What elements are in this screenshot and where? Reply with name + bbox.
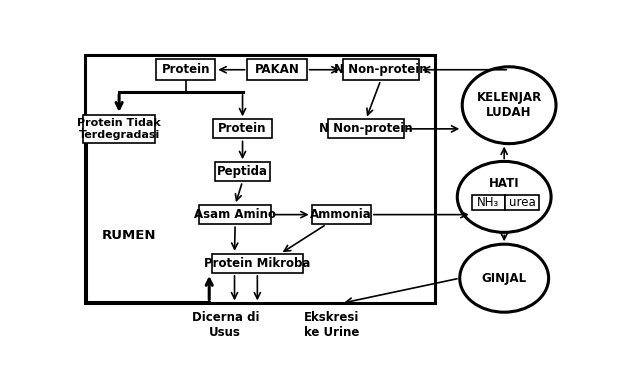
FancyBboxPatch shape xyxy=(471,195,505,210)
FancyBboxPatch shape xyxy=(83,115,155,143)
Text: Protein: Protein xyxy=(218,122,267,136)
Text: Ekskresi
ke Urine: Ekskresi ke Urine xyxy=(304,311,359,339)
Text: Ammonia: Ammonia xyxy=(310,208,372,221)
FancyBboxPatch shape xyxy=(343,60,419,80)
Text: NH₃: NH₃ xyxy=(477,196,499,209)
FancyBboxPatch shape xyxy=(248,60,307,80)
Text: Protein: Protein xyxy=(162,63,210,76)
FancyBboxPatch shape xyxy=(156,60,215,80)
Text: KELENJAR
LUDAH: KELENJAR LUDAH xyxy=(476,91,541,119)
Text: Asam Amino: Asam Amino xyxy=(194,208,276,221)
FancyBboxPatch shape xyxy=(505,195,539,210)
Text: N Non-protein: N Non-protein xyxy=(319,122,413,136)
Text: RUMEN: RUMEN xyxy=(102,229,156,242)
Ellipse shape xyxy=(457,161,551,232)
FancyBboxPatch shape xyxy=(211,254,303,273)
Text: GINJAL: GINJAL xyxy=(482,272,527,285)
Text: Protein Mikroba: Protein Mikroba xyxy=(204,257,310,270)
Text: Peptida: Peptida xyxy=(217,165,268,178)
Text: Dicerna di
Usus: Dicerna di Usus xyxy=(192,311,259,339)
FancyBboxPatch shape xyxy=(213,119,272,139)
FancyBboxPatch shape xyxy=(199,205,271,224)
FancyBboxPatch shape xyxy=(215,162,269,181)
Text: PAKAN: PAKAN xyxy=(255,63,299,76)
Text: N Non-protein: N Non-protein xyxy=(334,63,427,76)
Text: Protein Tidak
Terdegradasi: Protein Tidak Terdegradasi xyxy=(77,118,161,140)
Text: HATI: HATI xyxy=(489,177,520,190)
Ellipse shape xyxy=(462,67,556,144)
Text: urea: urea xyxy=(508,196,535,209)
Ellipse shape xyxy=(460,244,548,312)
FancyBboxPatch shape xyxy=(311,205,371,224)
FancyBboxPatch shape xyxy=(327,119,404,139)
